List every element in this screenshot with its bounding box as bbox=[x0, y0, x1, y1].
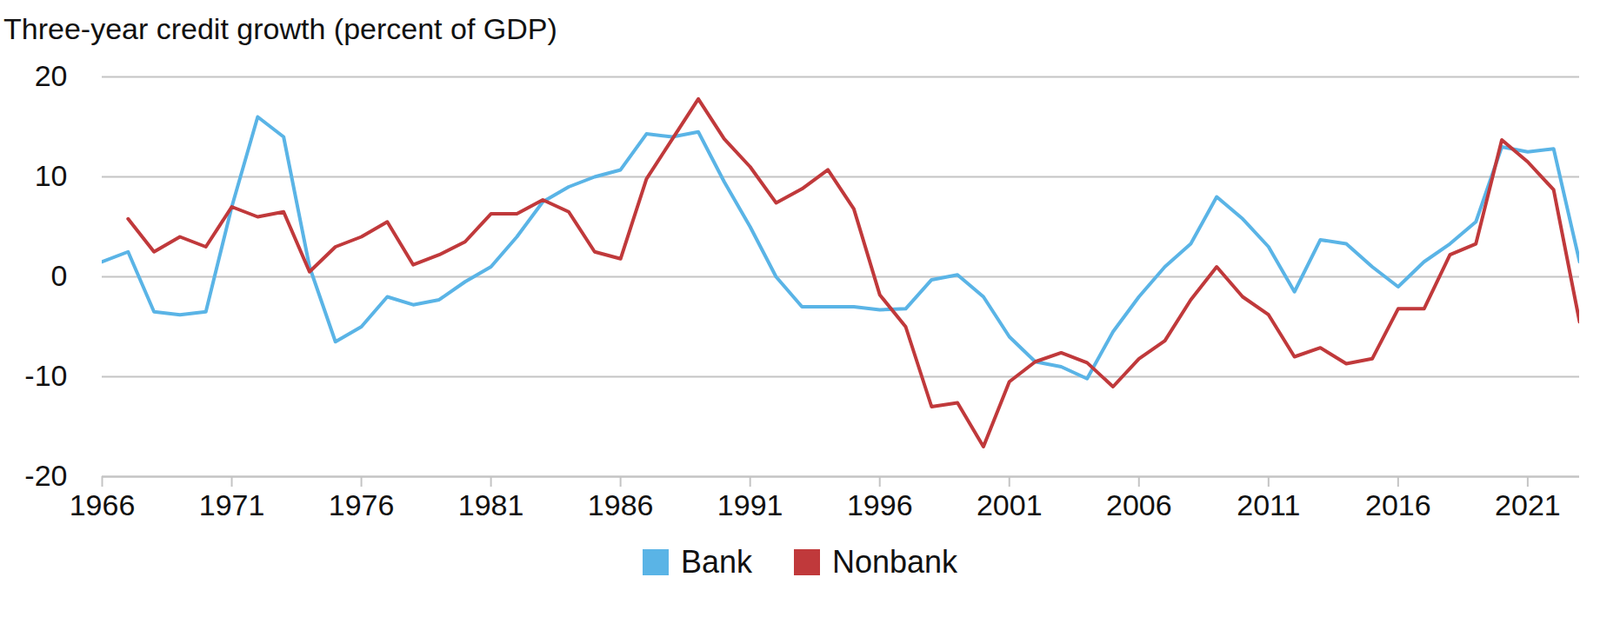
html-text:Nonbank: Nonbank bbox=[832, 544, 958, 580]
svg-text:1986: 1986 bbox=[587, 488, 654, 522]
svg-text:-20: -20 bbox=[24, 459, 67, 493]
html-text:Bank: Bank bbox=[680, 544, 753, 580]
svg-text:0: 0 bbox=[51, 259, 68, 293]
svg-text:20: 20 bbox=[34, 59, 68, 93]
svg-text:1996: 1996 bbox=[846, 488, 914, 522]
svg-text:2006: 2006 bbox=[1106, 488, 1173, 522]
svg-text:2021: 2021 bbox=[1494, 488, 1561, 522]
svg-text:2011: 2011 bbox=[1236, 488, 1300, 522]
svg-text:1966: 1966 bbox=[69, 488, 136, 522]
svg-text:1976: 1976 bbox=[328, 488, 395, 522]
svg-text:1981: 1981 bbox=[458, 488, 525, 522]
svg-text:1991: 1991 bbox=[717, 488, 784, 522]
svg-text:-10: -10 bbox=[24, 359, 67, 393]
svg-text:10: 10 bbox=[34, 159, 68, 193]
svg-text:2016: 2016 bbox=[1365, 488, 1432, 522]
svg-text:1971: 1971 bbox=[199, 488, 266, 522]
html-text:Three-year credit growth (perc: Three-year credit growth (percent of GDP… bbox=[3, 12, 558, 46]
svg-text:2001: 2001 bbox=[976, 488, 1043, 522]
